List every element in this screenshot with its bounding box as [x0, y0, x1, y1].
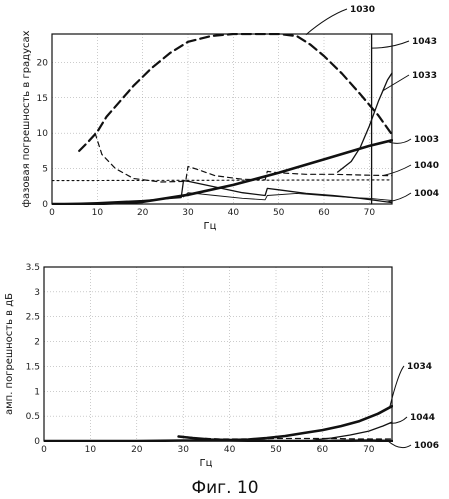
y-tick-label: 3	[34, 288, 40, 298]
x-tick-label: 20	[137, 208, 149, 218]
figure-caption: Фиг. 10	[191, 478, 258, 498]
plot-frame	[44, 267, 392, 441]
y-axis-label: фазовая погрешность в градусах	[21, 30, 32, 207]
y-tick-label: 15	[37, 94, 48, 104]
x-axis-label: Гц	[200, 458, 213, 469]
reference-numeral: 1033	[412, 71, 437, 81]
reference-numeral: 1034	[407, 362, 432, 372]
series-line-1004	[52, 181, 392, 204]
series-group	[52, 34, 392, 204]
x-tick-label: 20	[131, 445, 143, 455]
x-tick-label: 30	[177, 445, 189, 455]
x-tick-label: 0	[41, 445, 47, 455]
reference-numeral: 1004	[414, 189, 439, 199]
series-line-1034	[179, 406, 392, 440]
series-line-1044	[313, 422, 392, 440]
y-tick-label: 5	[42, 165, 48, 175]
y-tick-label: 10	[37, 129, 49, 139]
x-axis-label: Гц	[204, 221, 217, 232]
y-tick-label: 2.5	[26, 313, 40, 323]
x-tick-label: 0	[49, 208, 55, 218]
y-tick-label: 0	[34, 437, 40, 447]
y-tick-label: 3.5	[26, 263, 40, 273]
reference-numeral: 1003	[414, 135, 439, 145]
x-tick-label: 50	[270, 445, 282, 455]
reference-numeral: 1030	[350, 5, 375, 15]
series-group	[44, 406, 392, 441]
phase-error-plot: 0 10 20 30 40 50 60 70 0 5 10 15 20 Гц фазовая погрешн…	[21, 5, 439, 232]
y-tick-label: 1	[34, 387, 40, 397]
x-tick-label: 60	[318, 208, 330, 218]
x-tick-label: 60	[317, 445, 329, 455]
series-line-1003	[52, 140, 392, 204]
x-tick-label: 70	[363, 445, 375, 455]
reference-leader	[306, 9, 347, 35]
series-line-1033	[338, 73, 392, 172]
x-tick-label: 70	[364, 208, 376, 218]
series-line	[52, 180, 392, 181]
x-tick-label: 40	[224, 445, 236, 455]
y-axis-label: амп. погрешность в дБ	[4, 293, 15, 415]
reference-numeral: 1044	[410, 413, 435, 423]
y-tick-label: 2	[34, 338, 40, 348]
reference-numeral: 1043	[412, 37, 437, 47]
reference-leader	[372, 41, 409, 48]
reference-numeral: 1006	[414, 441, 439, 451]
y-tick-label: 0.5	[26, 412, 40, 422]
series-line-1040	[95, 133, 392, 182]
series-line-1006	[44, 441, 392, 442]
x-tick-label: 40	[228, 208, 240, 218]
series-line	[184, 193, 393, 201]
reference-numeral: 1040	[414, 161, 439, 171]
x-tick-label: 10	[85, 445, 97, 455]
x-tick-label: 30	[182, 208, 194, 218]
reference-leader	[383, 165, 411, 176]
x-tick-label: 50	[273, 208, 285, 218]
amplitude-error-plot: 0 10 20 30 40 50 60 70 0 0.5 1 1.5 2 2.5 3 3.5 Гц амп. по…	[4, 263, 439, 469]
plot-frame	[52, 34, 392, 204]
x-tick-label: 10	[92, 208, 104, 218]
y-tick-label: 1.5	[26, 362, 40, 372]
y-tick-label: 20	[37, 58, 49, 68]
y-tick-label: 0	[42, 200, 48, 210]
